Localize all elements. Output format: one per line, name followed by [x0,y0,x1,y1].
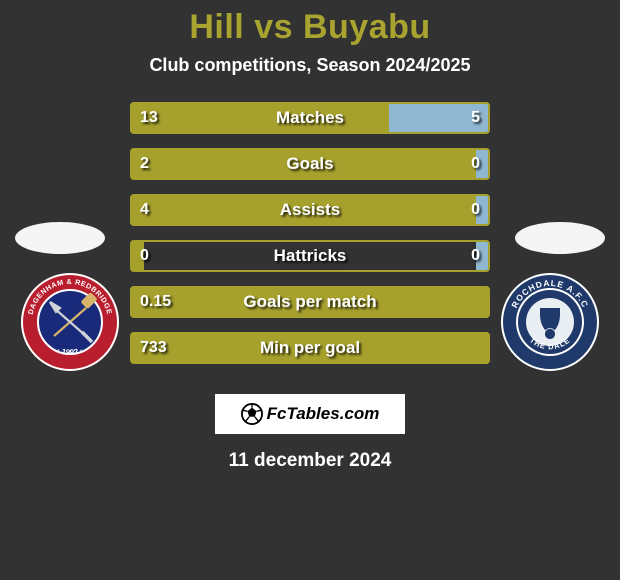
stat-row: Hattricks0 0 [130,240,490,272]
stat-label: Min per goal [130,338,490,358]
stat-row: Min per goal733 [130,332,490,364]
stat-label: Goals [130,154,490,174]
stat-value-left: 733 [140,339,167,357]
stat-value-left: 2 [140,155,149,173]
stat-label: Matches [130,108,490,128]
crest-right-svg: ROCHDALE A.F.C THE DALE [500,272,600,372]
stat-label: Assists [130,200,490,220]
soccer-ball-icon [241,403,263,425]
stat-value-left: 0.15 [140,293,171,311]
player-right-crest: ROCHDALE A.F.C THE DALE [500,272,600,372]
stat-label: Goals per match [130,292,490,312]
crest-left-svg: DAGENHAM & REDBRIDGE · 1992 · [20,272,120,372]
page-title: Hill vs Buyabu [0,8,620,47]
stat-row: Goals per match0.15 [130,286,490,318]
stat-bars: Matches135Goals20Assists40Hattricks00Goa… [130,102,490,364]
stat-row: Assists4 0 [130,194,490,226]
stat-value-right: 0 [471,247,480,265]
stat-value-right: 5 [471,109,480,127]
player-left-photo [15,222,105,254]
comparison-date: 11 december 2024 [0,450,620,472]
fctables-logo: FcTables.com [241,403,380,425]
comparison-card: Hill vs Buyabu Club competitions, Season… [0,0,620,580]
fctables-logo-box: FcTables.com [215,394,405,434]
fctables-logo-text: FcTables.com [267,404,380,424]
stat-value-left: 13 [140,109,158,127]
stat-row: Goals2 0 [130,148,490,180]
main-area: DAGENHAM & REDBRIDGE · 1992 · [0,102,620,372]
stat-label: Hattricks [130,246,490,266]
stat-value-left: 4 [140,201,149,219]
player-left-crest: DAGENHAM & REDBRIDGE · 1992 · [20,272,120,372]
page-subtitle: Club competitions, Season 2024/2025 [0,55,620,76]
stat-row: Matches13 5 [130,102,490,134]
player-right-photo [515,222,605,254]
stat-value-right: 0 [471,201,480,219]
stat-value-left: 0 [140,247,149,265]
stat-value-right: 0 [471,155,480,173]
